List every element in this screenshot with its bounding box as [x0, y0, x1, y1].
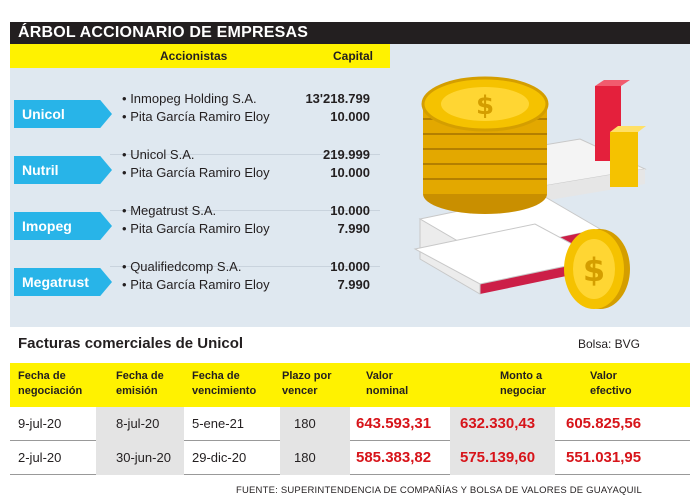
svg-text:$: $ [583, 251, 605, 289]
shareholder: • Megatrust S.A. [122, 203, 217, 218]
cell: 585.383,82 [356, 449, 432, 466]
capital-value: 7.990 [337, 277, 370, 292]
shareholder: • Qualifiedcomp S.A. [122, 259, 242, 274]
cell: 9-jul-20 [18, 416, 62, 431]
shareholder: • Unicol S.A. [122, 147, 195, 162]
shareholder: • Pita García Ramiro Eloy [122, 221, 270, 236]
company-tag-megatrust: Megatrust [14, 268, 112, 296]
company-tag-nutril: Nutril [14, 156, 112, 184]
company-tag-unicol: Unicol [14, 100, 112, 128]
company-tag-imopeg: Imopeg [14, 212, 112, 240]
table-row: 9-jul-20 8-jul-20 5-ene-21 180 643.593,3… [10, 407, 690, 441]
cell: 2-jul-20 [18, 450, 62, 465]
cell: 5-ene-21 [192, 416, 245, 431]
company-row: Imopeg • Megatrust S.A. • Pita García Ra… [10, 198, 390, 254]
cell: 575.139,60 [460, 449, 536, 466]
coins-stack-icon: $ $ [413, 76, 647, 309]
shareholder: • Pita García Ramiro Eloy [122, 109, 270, 124]
row-divider [110, 154, 380, 155]
col-fecha-negociacion: Fecha de negociación [18, 370, 83, 397]
shareholder: • Pita García Ramiro Eloy [122, 165, 270, 180]
company-row: Megatrust • Qualifiedcomp S.A. • Pita Ga… [10, 254, 390, 310]
page-title: ÁRBOL ACCIONARIO DE EMPRESAS [10, 22, 690, 44]
col-plazo: Plazo por vencer [282, 370, 332, 397]
shareholder: • Pita García Ramiro Eloy [122, 277, 270, 292]
company-row: Unicol • Inmopeg Holding S.A. • Pita Gar… [10, 86, 390, 142]
source-note: FUENTE: SUPERINTENDENCIA DE COMPAÑÍAS Y … [235, 485, 642, 496]
invoices-title: Facturas comerciales de Unicol [18, 335, 244, 352]
shareholder-panel: Accionistas Capital Unicol • Inmopeg Hol… [10, 44, 690, 327]
exchange-label: Bolsa: BVG [577, 337, 640, 351]
capital-value: 10.000 [330, 109, 370, 124]
cell: 605.825,56 [566, 415, 642, 432]
col-monto-negociar: Monto a negociar [500, 370, 546, 397]
cell: 29-dic-20 [192, 450, 247, 465]
capital-value: 13'218.799 [305, 91, 370, 106]
capital-value: 10.000 [330, 259, 370, 274]
col-valor-efectivo: Valor efectivo [590, 370, 632, 397]
row-divider [110, 210, 380, 211]
capital-value: 219.999 [323, 147, 370, 162]
table-row: 2-jul-20 30-jun-20 29-dic-20 180 585.383… [10, 441, 690, 475]
shareholder: • Inmopeg Holding S.A. [122, 91, 257, 106]
coins-illustration: $ $ [390, 44, 690, 327]
infographic: ÁRBOL ACCIONARIO DE EMPRESAS Accionistas… [10, 22, 690, 496]
cell: 30-jun-20 [116, 450, 171, 465]
cell: 180 [294, 416, 316, 431]
capital-value: 7.990 [337, 221, 370, 236]
header-accionistas: Accionistas [160, 49, 228, 63]
company-row: Nutril • Unicol S.A. • Pita García Ramir… [10, 142, 390, 198]
cell: 180 [294, 450, 316, 465]
capital-value: 10.000 [330, 165, 370, 180]
header-capital: Capital [333, 49, 374, 63]
svg-text:$: $ [476, 91, 494, 121]
col-fecha-emision: Fecha de emisión [116, 370, 164, 397]
col-valor-nominal: Valor nominal [366, 370, 409, 397]
cell: 8-jul-20 [116, 416, 160, 431]
cell: 632.330,43 [460, 415, 536, 432]
invoices-section: Facturas comerciales de Unicol Bolsa: BV… [10, 327, 690, 496]
row-divider [110, 266, 380, 267]
col-fecha-vencimiento: Fecha de vencimiento [192, 370, 257, 397]
cell: 643.593,31 [356, 415, 432, 432]
capital-value: 10.000 [330, 203, 370, 218]
shareholder-header: Accionistas Capital [10, 44, 390, 68]
cell: 551.031,95 [566, 449, 642, 466]
table-header: Fecha de negociación Fecha de emisión Fech… [10, 363, 690, 407]
